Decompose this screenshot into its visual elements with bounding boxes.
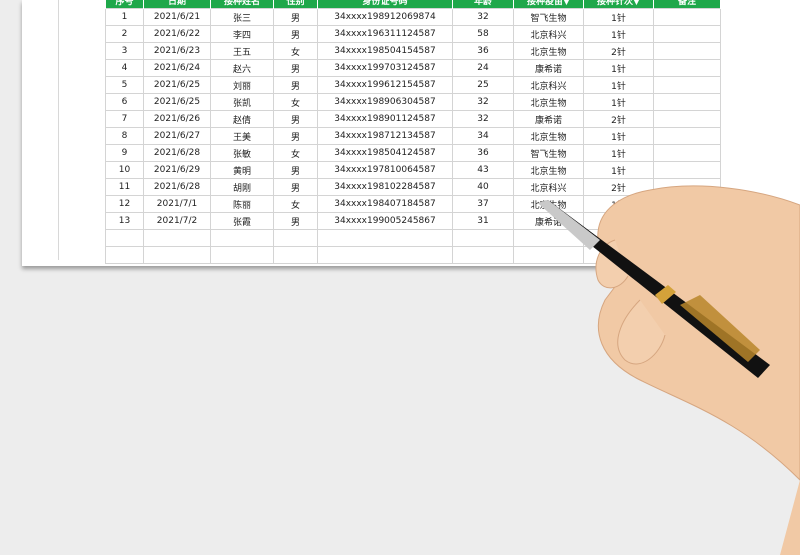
- pen-clip: [680, 295, 760, 362]
- pen-nib: [538, 200, 600, 250]
- spreadsheet: 序号 日期 接种姓名 性别 身份证号码 年龄 接种疫苗▼ 接种针次▼ 备注 1 2021/6/21…: [22, 0, 800, 266]
- header-row: 序号 日期 接种姓名 性别 身份证号码 年龄 接种疫苗▼ 接种针次▼ 备注: [105, 0, 721, 9]
- data-table: 序号 日期 接种姓名 性别 身份证号码 年龄 接种疫苗▼ 接种针次▼ 备注 1 2021/6/21…: [105, 0, 721, 264]
- sheet-border: [58, 0, 59, 260]
- header-cell: 备注: [653, 0, 721, 9]
- wrist: [780, 480, 800, 555]
- table-row: 4 2021/6/24 赵六男 34xxxx199703124587 24 康希诺 1针: [105, 59, 721, 77]
- thumb: [617, 299, 666, 365]
- table-row: 2 2021/6/22 李四男 34xxxx196311124587 58 北京科兴 1针: [105, 25, 721, 43]
- table-row: 8 2021/6/27 王美男 34xxxx198712134587 34 北京生物 1针: [105, 127, 721, 145]
- table-row: 1 2021/6/21 张三男 34xxxx198912069874 32 智飞生物 1针: [105, 8, 721, 26]
- pen-ring: [655, 285, 676, 304]
- pen-body: [538, 200, 770, 378]
